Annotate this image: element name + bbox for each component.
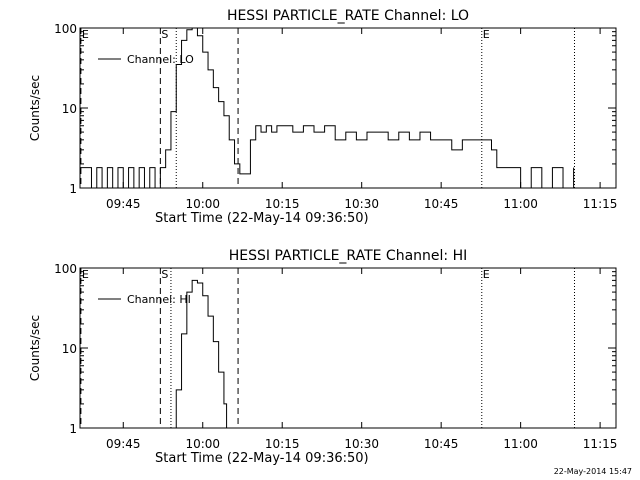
panel-2-marker-label: E — [483, 268, 490, 281]
panel-2-x-tick-label: 11:15 — [583, 437, 618, 451]
panel-1-title: HESSI PARTICLE_RATE Channel: LO — [227, 8, 469, 24]
panel-1-x-tick-label: 11:00 — [503, 197, 538, 211]
panel-1-x-tick-label: 10:15 — [265, 197, 300, 211]
panel-1-x-axis-label: Start Time (22-May-14 09:36:50) — [155, 211, 369, 226]
panel-2-x-tick-label: 10:45 — [424, 437, 459, 451]
panel-1-marker-label: E — [82, 28, 89, 41]
panel-2-marker-label: S — [161, 268, 168, 281]
panel-1-x-tick-label: 10:00 — [185, 197, 220, 211]
panel-1-x-tick-label: 10:45 — [424, 197, 459, 211]
panel-1-y-tick-label: 100 — [54, 22, 77, 36]
panel-1-marker-label: E — [483, 28, 490, 41]
panel-2-x-tick-label: 10:15 — [265, 437, 300, 451]
panel-2-y-tick-label: 1 — [69, 422, 77, 436]
panel-2-y-tick-label: 100 — [54, 262, 77, 276]
panel-2-x-tick-label: 10:00 — [185, 437, 220, 451]
panel-1-x-tick-label: 09:45 — [106, 197, 141, 211]
panel-2-x-tick-label: 11:00 — [503, 437, 538, 451]
panel-1-x-tick-label: 10:30 — [344, 197, 379, 211]
panel-1-marker-label: S — [161, 28, 168, 41]
panel-2-series-line — [172, 279, 228, 429]
panel-1-y-tick-label: 10 — [62, 102, 77, 116]
panel-1-x-tick-label: 11:15 — [583, 197, 618, 211]
panel-2-x-axis-label: Start Time (22-May-14 09:36:50) — [155, 451, 369, 466]
panel-2-x-tick-label: 09:45 — [106, 437, 141, 451]
panel-1-series-line — [80, 27, 575, 189]
panel-2-x-tick-label: 10:30 — [344, 437, 379, 451]
panel-1-y-axis-label: Counts/sec — [28, 75, 42, 141]
timestamp-footer: 22-May-2014 15:47 — [553, 467, 632, 476]
panel-2-y-tick-label: 10 — [62, 342, 77, 356]
panel-2-marker-label: E — [82, 268, 89, 281]
panel-2-y-axis-label: Counts/sec — [28, 315, 42, 381]
panel-2-legend-label: Channel: HI — [127, 293, 191, 306]
panel-1-y-tick-label: 1 — [69, 182, 77, 196]
panel-1-legend-label: Channel: LO — [127, 53, 194, 66]
panel-2-title: HESSI PARTICLE_RATE Channel: HI — [229, 248, 467, 264]
